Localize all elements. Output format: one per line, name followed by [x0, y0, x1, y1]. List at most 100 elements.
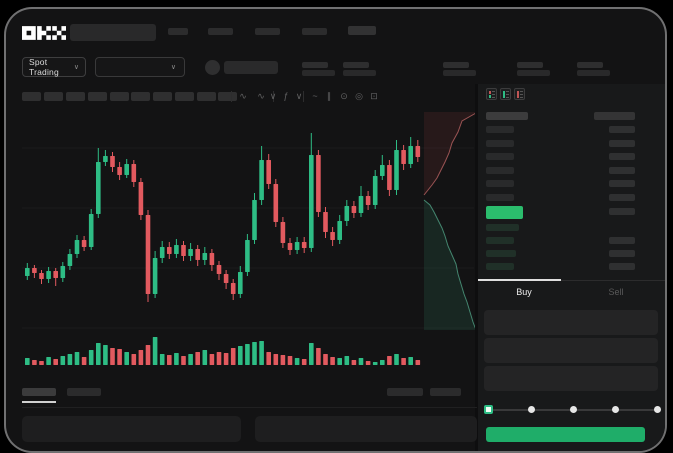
bottom-tab-placeholder[interactable]: [67, 388, 101, 396]
bid-amount-placeholder: [609, 250, 635, 257]
stat-label-placeholder: [343, 62, 369, 68]
stat-value-placeholder: [517, 70, 550, 76]
slider-step-dot[interactable]: [611, 406, 619, 413]
nav-item-placeholder[interactable]: [168, 28, 188, 35]
indicators-icon[interactable]: ƒ: [283, 91, 289, 101]
tab-buy[interactable]: Buy: [478, 282, 570, 302]
price-field[interactable]: [484, 310, 658, 335]
panel-divider: [475, 84, 478, 451]
interval-icon[interactable]: ∿: [257, 91, 265, 101]
pair-coin-icon: [205, 60, 220, 75]
bid-amount-placeholder: [609, 237, 635, 244]
slider-handle-active[interactable]: [484, 405, 493, 414]
nav-item-placeholder[interactable]: [255, 28, 280, 35]
amount-field[interactable]: [484, 338, 658, 363]
timeframe-button-placeholder[interactable]: [110, 92, 129, 101]
bottom-panel-placeholder: [22, 416, 241, 442]
bid-price-placeholder: [486, 250, 516, 257]
bid-row[interactable]: [478, 222, 665, 233]
trading-app: Spot Trading ∨ ∨ ∿ ∿ ∨ ƒ ∨ ~ ∥ ⊙ ◎ ⊡: [4, 7, 667, 453]
indicators-dropdown-icon[interactable]: ∨: [295, 91, 303, 101]
ask-row[interactable]: [478, 138, 665, 149]
stat-label-placeholder: [577, 62, 603, 68]
ask-row[interactable]: [478, 178, 665, 189]
okx-logo[interactable]: [22, 25, 66, 41]
market-type-label: Spot Trading: [29, 57, 59, 77]
nav-item-placeholder[interactable]: [208, 28, 233, 35]
bottom-action-placeholder[interactable]: [430, 388, 461, 396]
toolbar-divider: [231, 91, 232, 102]
timeframe-button-placeholder[interactable]: [175, 92, 194, 101]
last-amount-placeholder: [609, 208, 635, 215]
ask-row[interactable]: [478, 165, 665, 176]
book-view-asks-icon[interactable]: [514, 88, 525, 100]
tab-buy-label: Buy: [516, 287, 532, 297]
ask-row[interactable]: [478, 192, 665, 203]
bottom-divider: [22, 407, 477, 408]
timeframe-button-placeholder[interactable]: [22, 92, 41, 101]
ask-row[interactable]: [478, 151, 665, 162]
total-field[interactable]: [484, 366, 658, 391]
pair-name-placeholder: [224, 61, 278, 74]
ask-amount-placeholder: [609, 180, 635, 187]
buy-submit-button[interactable]: [486, 427, 645, 442]
timeframe-button-placeholder[interactable]: [153, 92, 172, 101]
chart-type-icon[interactable]: ∿: [239, 91, 247, 101]
screenshot-icon[interactable]: ⊙: [340, 91, 348, 101]
timezone-icon[interactable]: ◎: [355, 91, 363, 101]
ask-row[interactable]: [478, 124, 665, 135]
nav-item-placeholder[interactable]: [302, 28, 327, 35]
slider-step-dot[interactable]: [653, 406, 661, 413]
slider-step-dot[interactable]: [569, 406, 577, 413]
line-tool-icon[interactable]: ~: [312, 91, 318, 101]
pair-selector[interactable]: ∨: [95, 57, 185, 77]
search-placeholder[interactable]: [70, 24, 156, 41]
bottom-tab-placeholder[interactable]: [22, 388, 56, 396]
tab-divider: [478, 280, 665, 281]
toolbar-divider: [273, 91, 274, 102]
tab-sell-label: Sell: [608, 287, 624, 297]
timeframe-button-placeholder[interactable]: [218, 92, 237, 101]
stat-value-placeholder: [302, 70, 335, 76]
tab-sell[interactable]: Sell: [570, 282, 662, 302]
timeframe-button-placeholder[interactable]: [66, 92, 85, 101]
bid-row[interactable]: [478, 248, 665, 259]
chevron-down-icon: ∨: [73, 64, 79, 71]
market-type-selector[interactable]: Spot Trading ∨: [22, 57, 86, 77]
stat-label-placeholder: [302, 62, 328, 68]
bottom-panel-placeholder: [255, 416, 477, 442]
book-header-right-placeholder: [594, 112, 635, 120]
bottom-tab-active-indicator: [22, 401, 56, 403]
bottom-action-placeholder[interactable]: [387, 388, 423, 396]
ask-price-placeholder: [486, 140, 514, 147]
ask-price-placeholder: [486, 126, 514, 133]
fullscreen-icon[interactable]: ⊡: [370, 91, 378, 101]
ask-amount-placeholder: [609, 167, 635, 174]
book-view-both-icon[interactable]: [486, 88, 497, 100]
stat-label-placeholder: [443, 62, 469, 68]
measure-tool-icon[interactable]: ∥: [326, 91, 332, 101]
stat-value-placeholder: [443, 70, 476, 76]
ask-price-placeholder: [486, 194, 514, 201]
slider-step-dot[interactable]: [527, 406, 535, 413]
ask-price-placeholder: [486, 153, 514, 160]
bid-row[interactable]: [478, 235, 665, 246]
timeframe-button-placeholder[interactable]: [88, 92, 107, 101]
interval-dropdown-icon[interactable]: ∨: [269, 91, 277, 101]
stat-value-placeholder: [577, 70, 610, 76]
bid-price-placeholder: [486, 263, 514, 270]
book-header-left-placeholder: [486, 112, 528, 120]
book-view-bids-icon[interactable]: [500, 88, 511, 100]
bid-row[interactable]: [478, 261, 665, 272]
nav-button-placeholder[interactable]: [348, 26, 376, 35]
timeframe-button-placeholder[interactable]: [131, 92, 150, 101]
timeframe-button-placeholder[interactable]: [197, 92, 216, 101]
candlestick-chart[interactable]: [4, 7, 667, 453]
timeframe-button-placeholder[interactable]: [44, 92, 63, 101]
stat-label-placeholder: [517, 62, 543, 68]
toolbar-divider: [303, 91, 304, 102]
last-price-badge: [486, 206, 523, 219]
bid-price-placeholder: [486, 224, 519, 231]
ask-amount-placeholder: [609, 153, 635, 160]
bid-price-placeholder: [486, 237, 514, 244]
